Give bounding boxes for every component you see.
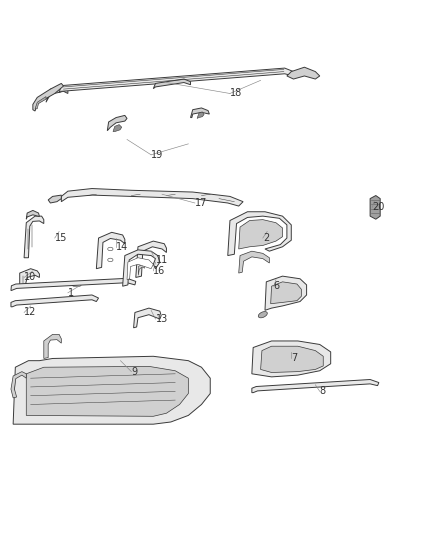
Polygon shape xyxy=(59,68,293,93)
Text: 2: 2 xyxy=(263,233,269,243)
Polygon shape xyxy=(13,356,210,424)
Polygon shape xyxy=(35,96,46,109)
Polygon shape xyxy=(239,220,283,249)
Polygon shape xyxy=(153,79,191,88)
Polygon shape xyxy=(271,282,301,304)
Polygon shape xyxy=(287,67,320,79)
Polygon shape xyxy=(136,241,166,278)
Polygon shape xyxy=(48,195,61,203)
Ellipse shape xyxy=(244,238,251,244)
Ellipse shape xyxy=(51,300,59,302)
Ellipse shape xyxy=(128,405,134,410)
Text: 1: 1 xyxy=(68,288,74,298)
Ellipse shape xyxy=(72,284,81,287)
Text: 8: 8 xyxy=(320,386,326,397)
Polygon shape xyxy=(239,251,269,273)
Ellipse shape xyxy=(108,247,113,251)
Polygon shape xyxy=(107,115,127,131)
Text: 18: 18 xyxy=(230,88,242,99)
Ellipse shape xyxy=(259,223,267,229)
Text: 19: 19 xyxy=(151,150,163,160)
Text: 17: 17 xyxy=(195,198,207,208)
Ellipse shape xyxy=(298,360,306,366)
Polygon shape xyxy=(370,196,380,219)
Polygon shape xyxy=(261,346,323,373)
Text: 10: 10 xyxy=(24,272,36,282)
Polygon shape xyxy=(11,372,26,398)
Polygon shape xyxy=(123,250,160,286)
Polygon shape xyxy=(26,211,39,219)
Ellipse shape xyxy=(244,223,251,229)
Text: 7: 7 xyxy=(291,353,297,364)
Text: 11: 11 xyxy=(155,255,168,265)
Ellipse shape xyxy=(85,407,91,411)
Text: 16: 16 xyxy=(153,266,166,276)
Polygon shape xyxy=(11,278,136,290)
Ellipse shape xyxy=(275,292,282,297)
Polygon shape xyxy=(228,212,291,255)
Text: 14: 14 xyxy=(116,242,128,252)
Polygon shape xyxy=(96,232,125,269)
Ellipse shape xyxy=(49,408,56,413)
Ellipse shape xyxy=(258,312,267,318)
Polygon shape xyxy=(138,264,145,275)
Polygon shape xyxy=(61,189,243,206)
Polygon shape xyxy=(33,84,64,111)
Polygon shape xyxy=(46,87,68,102)
Ellipse shape xyxy=(259,238,267,244)
Polygon shape xyxy=(11,295,99,307)
Text: 15: 15 xyxy=(55,233,67,243)
Polygon shape xyxy=(252,341,331,377)
Polygon shape xyxy=(197,112,204,118)
Polygon shape xyxy=(44,334,61,359)
Polygon shape xyxy=(26,366,188,416)
Text: 12: 12 xyxy=(24,308,36,318)
Polygon shape xyxy=(113,125,122,132)
Polygon shape xyxy=(191,108,209,118)
Text: 9: 9 xyxy=(131,367,138,377)
Ellipse shape xyxy=(108,258,113,262)
Polygon shape xyxy=(252,379,379,393)
Ellipse shape xyxy=(287,292,294,297)
Text: 13: 13 xyxy=(155,314,168,324)
Text: 20: 20 xyxy=(372,203,385,212)
Ellipse shape xyxy=(268,362,276,368)
Polygon shape xyxy=(127,258,153,280)
Polygon shape xyxy=(24,216,44,258)
Polygon shape xyxy=(20,269,39,286)
Ellipse shape xyxy=(283,361,291,366)
Polygon shape xyxy=(134,308,161,328)
Ellipse shape xyxy=(163,405,170,410)
Polygon shape xyxy=(265,276,307,310)
Text: 6: 6 xyxy=(274,281,280,291)
